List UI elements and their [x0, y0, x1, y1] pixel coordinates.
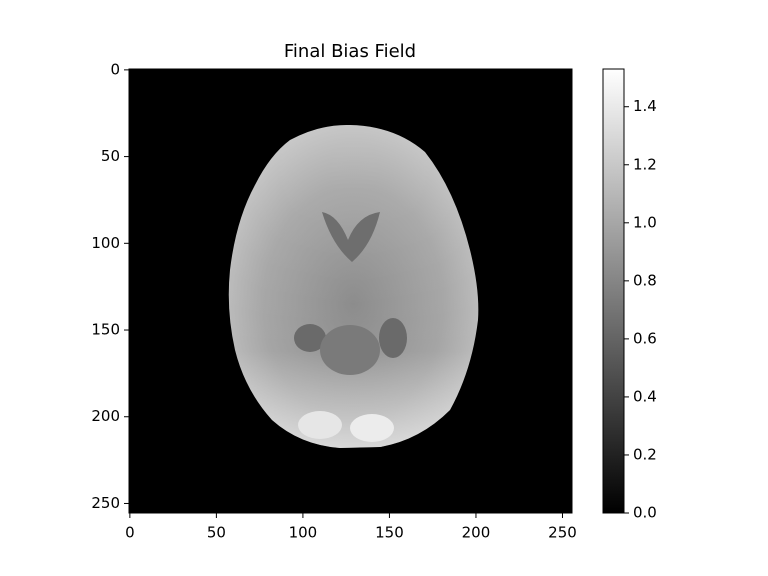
- colorbar-tick-label: 0.6: [633, 329, 657, 347]
- x-tick-label: 250: [548, 524, 577, 542]
- colorbar-tick-label: 0.2: [633, 445, 657, 463]
- y-tick-label: 250: [91, 494, 120, 512]
- y-tick-label: 0: [110, 60, 120, 78]
- x-tick-label: 0: [125, 524, 135, 542]
- chart-title: Final Bias Field: [284, 41, 416, 62]
- colorbar-tick-label: 1.0: [633, 213, 657, 231]
- y-tick-label: 100: [91, 234, 120, 252]
- y-tick-label: 200: [91, 407, 120, 425]
- colorbar: [602, 68, 625, 514]
- x-tick-label: 100: [289, 524, 318, 542]
- colorbar-tick-label: 0.8: [633, 271, 657, 289]
- colorbar-tick-label: 0.0: [633, 504, 657, 522]
- x-tick-label: 150: [375, 524, 404, 542]
- x-tick-label: 200: [462, 524, 491, 542]
- y-tick-label: 50: [101, 147, 120, 165]
- colorbar-tick-label: 0.4: [633, 387, 657, 405]
- brain-image: [228, 124, 479, 449]
- y-tick-label: 150: [91, 321, 120, 339]
- x-tick-label: 50: [207, 524, 226, 542]
- colorbar-tick-label: 1.2: [633, 155, 657, 173]
- colorbar-tick-label: 1.4: [633, 97, 657, 115]
- axes-frame: [128, 68, 573, 514]
